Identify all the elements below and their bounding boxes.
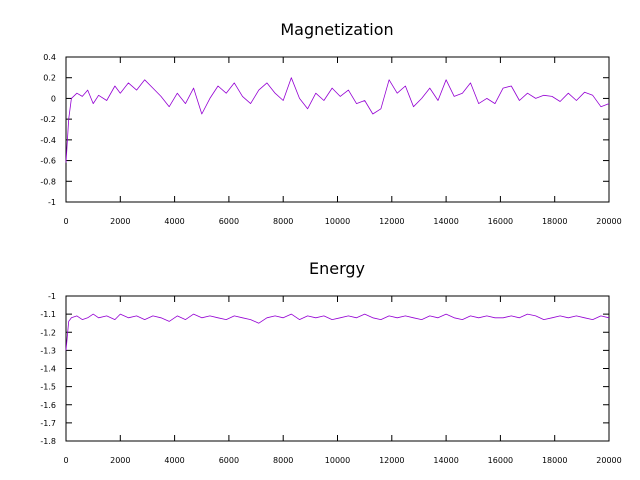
- energy-chart: Energy 0 2000 4000 6000 8000 10000 12000 14000 1…: [40, 259, 621, 465]
- x-tick-label: 2000: [110, 456, 130, 465]
- y-tick-label: -1: [48, 198, 56, 207]
- x-tick-label: 16000: [488, 456, 513, 465]
- x-tick-label: 4000: [164, 456, 184, 465]
- y-tick-label: -1: [48, 292, 56, 301]
- y-tick-label: -1.4: [40, 365, 56, 374]
- x-tick-label: 14000: [433, 217, 458, 226]
- x-tick-label: 16000: [488, 217, 513, 226]
- y-tick-label: 0.2: [43, 74, 56, 83]
- series-line: [65, 77, 610, 163]
- x-tick-label: 18000: [542, 456, 567, 465]
- y-tick-label: -1.2: [40, 328, 56, 337]
- y-tick-label: 0.4: [43, 53, 56, 62]
- x-tick-label: 12000: [379, 456, 404, 465]
- x-tick-label: 12000: [379, 217, 404, 226]
- x-tick-label: 0: [63, 217, 68, 226]
- y-tick-label: -1.5: [40, 383, 56, 392]
- y-tick-label: -0.8: [40, 177, 56, 186]
- x-tick-label: 6000: [219, 217, 239, 226]
- y-tick-label: -0.2: [40, 115, 56, 124]
- y-tick-label: -1.6: [40, 401, 56, 410]
- x-tick-label: 20000: [596, 217, 621, 226]
- x-tick-label: 0: [63, 456, 68, 465]
- x-tick-label: 18000: [542, 217, 567, 226]
- x-tick-label: 10000: [325, 456, 350, 465]
- magnetization-chart: Magnetization 0 2000 4000 6000 8000 10000 1200…: [40, 20, 621, 226]
- y-tick-label: -0.6: [40, 157, 56, 166]
- x-tick-label: 6000: [219, 456, 239, 465]
- chart-title: Energy: [309, 259, 365, 278]
- y-tick-label: -1.7: [40, 419, 56, 428]
- y-tick-label: -1.3: [40, 346, 56, 355]
- x-tick-label: 10000: [325, 217, 350, 226]
- y-tick-label: 0: [51, 94, 56, 103]
- x-tick-label: 20000: [596, 456, 621, 465]
- plot-frame: [65, 295, 610, 442]
- x-tick-label: 14000: [433, 456, 458, 465]
- x-tick-label: 8000: [273, 456, 293, 465]
- y-tick-label: -1.1: [40, 310, 56, 319]
- x-tick-label: 8000: [273, 217, 293, 226]
- y-tick-label: -0.4: [40, 136, 56, 145]
- chart-title: Magnetization: [280, 20, 393, 39]
- plot-frame: [65, 56, 610, 203]
- y-tick-label: -1.8: [40, 437, 56, 446]
- x-tick-label: 2000: [110, 217, 130, 226]
- x-tick-label: 4000: [164, 217, 184, 226]
- series-line: [65, 313, 610, 351]
